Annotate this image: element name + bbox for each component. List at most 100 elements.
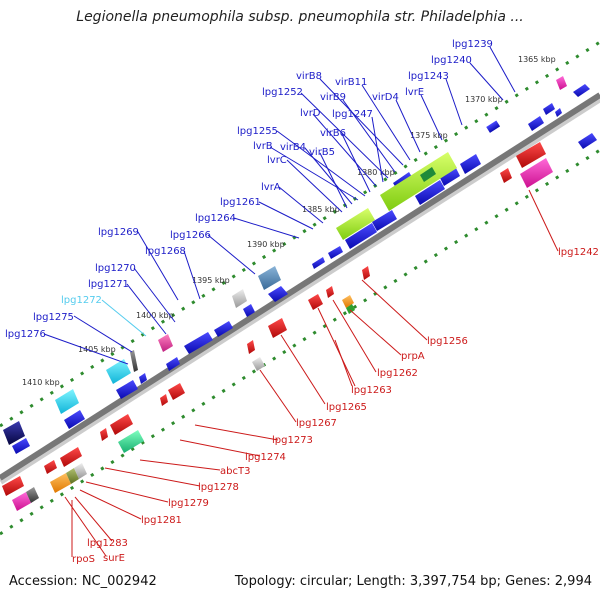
gene-label-lpg1243[interactable]: lpg1243 [408,71,449,82]
gene-label-lpg1276[interactable]: lpg1276 [5,329,46,340]
plus-gene[interactable] [345,223,377,249]
gene-label-lvrC[interactable]: lvrC [267,155,287,166]
plus-gene[interactable] [184,332,213,354]
minus-strand-boxes[interactable] [12,158,553,511]
plus-gene[interactable] [116,380,138,399]
plus-gene[interactable] [440,168,460,186]
plus-gene[interactable] [486,120,501,133]
gene-label-virB11[interactable]: virB11 [335,77,367,88]
gene-label-lvrB[interactable]: lvrB [253,141,273,152]
gene-label-lpg1267[interactable]: lpg1267 [296,418,337,429]
gene-label-virB5[interactable]: virB5 [309,147,335,158]
gene-box[interactable] [336,208,375,240]
gene-label-lpg1266[interactable]: lpg1266 [170,230,211,241]
gene-label-lpg1261[interactable]: lpg1261 [220,197,261,208]
plus-gene[interactable] [268,286,288,302]
minus-gene[interactable] [247,340,255,354]
plus-gene[interactable] [555,108,562,117]
minus-gene[interactable] [308,294,323,310]
gene-label-lpg1239[interactable]: lpg1239 [452,39,493,50]
gene-label-lpg1275[interactable]: lpg1275 [33,312,74,323]
minus-gene[interactable] [110,414,133,435]
gene-label-lvrA[interactable]: lvrA [261,182,281,193]
minus-gene[interactable] [326,286,334,298]
minus-labels[interactable]: lpg1242 lpg1256 prpA lpg1262 lpg1263 lpg… [72,247,599,565]
plus-labels[interactable]: lpg1239 lpg1240 lpg1243 lvrE virD4 virB1… [5,39,493,340]
gene-label-lpg1274[interactable]: lpg1274 [245,452,286,463]
gene-label-lvrE[interactable]: lvrE [405,87,424,98]
gene-label-lpg1265[interactable]: lpg1265 [326,402,367,413]
plus-gene[interactable] [578,133,597,149]
gene-box[interactable] [420,167,436,182]
minus-gene[interactable] [2,476,24,496]
minus-gene[interactable] [516,142,546,168]
gene-label-lpg1262[interactable]: lpg1262 [377,368,418,379]
minus-gene[interactable] [160,394,168,406]
gene-label-lpg1270[interactable]: lpg1270 [95,263,136,274]
plus-gene[interactable] [528,116,544,131]
gene-label-lpg1281[interactable]: lpg1281 [141,515,182,526]
gene-box[interactable] [158,334,173,352]
minus-gene[interactable] [362,266,370,280]
gene-label-lpg1247[interactable]: lpg1247 [332,109,373,120]
gene-label-lpg1269[interactable]: lpg1269 [98,227,139,238]
plus-gene[interactable] [214,321,233,337]
gene-label-lpg1279[interactable]: lpg1279 [168,498,209,509]
gene-box[interactable] [55,389,79,414]
minus-strand-genes[interactable] [2,142,546,496]
gene-box[interactable] [556,76,567,90]
plus-strand-genes[interactable] [12,84,597,454]
plus-gene[interactable] [573,84,590,97]
gene-label-surE[interactable]: surE [103,553,125,564]
plus-gene[interactable] [543,103,555,115]
plus-gene[interactable] [139,373,147,384]
gene-label-virB4[interactable]: virB4 [280,142,306,153]
gene-box[interactable] [12,492,31,511]
gene-label-lvrD[interactable]: lvrD [300,108,321,119]
gene-box[interactable] [106,359,131,384]
gene-box[interactable] [130,350,138,372]
gene-box[interactable] [346,304,355,314]
gene-label-lpg1255[interactable]: lpg1255 [237,126,278,137]
gene-label-lpg1252[interactable]: lpg1252 [262,87,303,98]
gene-box[interactable] [258,266,281,290]
plus-strand-boxes[interactable] [3,76,567,445]
gene-box[interactable] [252,357,265,371]
gene-box[interactable] [118,430,144,453]
plus-gene[interactable] [64,410,85,429]
plus-gene[interactable] [328,246,343,259]
plus-gene[interactable] [12,438,30,454]
gene-box[interactable] [520,158,553,188]
minus-gene[interactable] [168,383,185,400]
gene-label-lpg1256[interactable]: lpg1256 [427,336,468,347]
gene-box[interactable] [66,468,79,484]
gene-label-abcT3[interactable]: abcT3 [220,466,250,477]
plus-gene[interactable] [415,180,445,205]
gene-label-rpoS[interactable]: rpoS [72,554,95,565]
plus-gene[interactable] [460,154,481,174]
minus-gene[interactable] [500,168,512,183]
gene-label-lpg1272[interactable]: lpg1272 [61,295,102,306]
gene-label-virB6[interactable]: virB6 [320,128,346,139]
plus-gene[interactable] [312,257,325,269]
gene-label-lpg1283[interactable]: lpg1283 [87,538,128,549]
gene-label-lpg1263[interactable]: lpg1263 [351,385,392,396]
gene-label-lpg1264[interactable]: lpg1264 [195,213,236,224]
gene-label-virB8[interactable]: virB8 [296,71,322,82]
gene-label-lpg1273[interactable]: lpg1273 [272,435,313,446]
gene-box[interactable] [50,473,71,493]
minus-gene[interactable] [268,318,287,338]
plus-gene[interactable] [243,304,255,317]
plus-gene[interactable] [372,210,397,231]
gene-label-lpg1268[interactable]: lpg1268 [145,246,186,257]
minus-gene[interactable] [60,447,82,467]
minus-gene[interactable] [44,460,57,474]
gene-label-lpg1278[interactable]: lpg1278 [198,482,239,493]
minus-gene[interactable] [100,428,108,441]
gene-box[interactable] [380,152,457,211]
gene-box[interactable] [232,289,247,308]
plus-gene[interactable] [166,357,180,371]
gene-label-lpg1271[interactable]: lpg1271 [88,279,129,290]
gene-box[interactable] [74,463,87,479]
